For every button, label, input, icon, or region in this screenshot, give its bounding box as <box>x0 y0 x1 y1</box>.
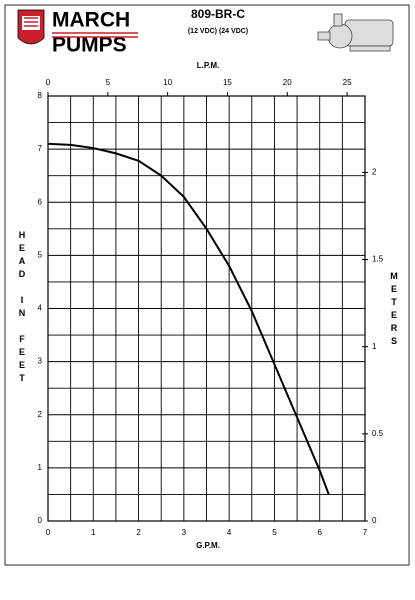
x2-tick-label: 25 <box>343 78 352 87</box>
x-axis-title: G.P.M. <box>196 541 220 550</box>
x-tick-label: 4 <box>227 528 232 537</box>
y2-axis-title: METERS <box>389 271 399 349</box>
x-tick-label: 5 <box>272 528 277 537</box>
y-tick-label: 5 <box>38 250 43 259</box>
y-tick-label: 0 <box>38 516 43 525</box>
x-tick-label: 6 <box>317 528 322 537</box>
x-tick-label: 2 <box>136 528 141 537</box>
x2-tick-label: 5 <box>106 78 111 87</box>
x-tick-label: 1 <box>91 528 96 537</box>
x-tick-label: 7 <box>363 528 368 537</box>
brand-bottom: PUMPS <box>52 34 127 57</box>
y-tick-label: 1 <box>38 463 43 472</box>
y-tick-label: 6 <box>38 197 43 206</box>
chart-subtitle: (12 VDC) (24 VDC) <box>188 28 248 35</box>
y-axis-title: HEAD IN FEET <box>17 230 27 386</box>
x2-tick-label: 15 <box>223 78 232 87</box>
y2-tick-label: 2 <box>372 168 377 177</box>
y2-tick-label: 0.5 <box>372 429 384 438</box>
chart-title: 809-BR-C <box>191 7 245 21</box>
frame <box>4 4 410 566</box>
y2-tick-label: 1.5 <box>372 255 384 264</box>
y-tick-label: 3 <box>38 357 43 366</box>
x-tick-label: 0 <box>46 528 51 537</box>
y2-tick-label: 1 <box>372 342 377 351</box>
curve <box>47 142 330 495</box>
x2-tick-label: 20 <box>283 78 292 87</box>
logo <box>17 9 45 45</box>
y-tick-label: 2 <box>38 410 43 419</box>
y2-tick-label: 0 <box>372 516 377 525</box>
plot-border <box>47 95 366 522</box>
y-tick-label: 4 <box>38 304 43 313</box>
x2-axis-title: L.P.M. <box>197 61 220 70</box>
pump-image <box>317 13 394 52</box>
x-tick-label: 3 <box>182 528 187 537</box>
x2-tick-label: 0 <box>46 78 51 87</box>
brand-top: MARCH <box>52 9 130 32</box>
brand-stripes <box>52 32 138 38</box>
y-tick-label: 8 <box>38 91 43 100</box>
x2-tick-label: 10 <box>163 78 172 87</box>
y-tick-label: 7 <box>38 144 43 153</box>
